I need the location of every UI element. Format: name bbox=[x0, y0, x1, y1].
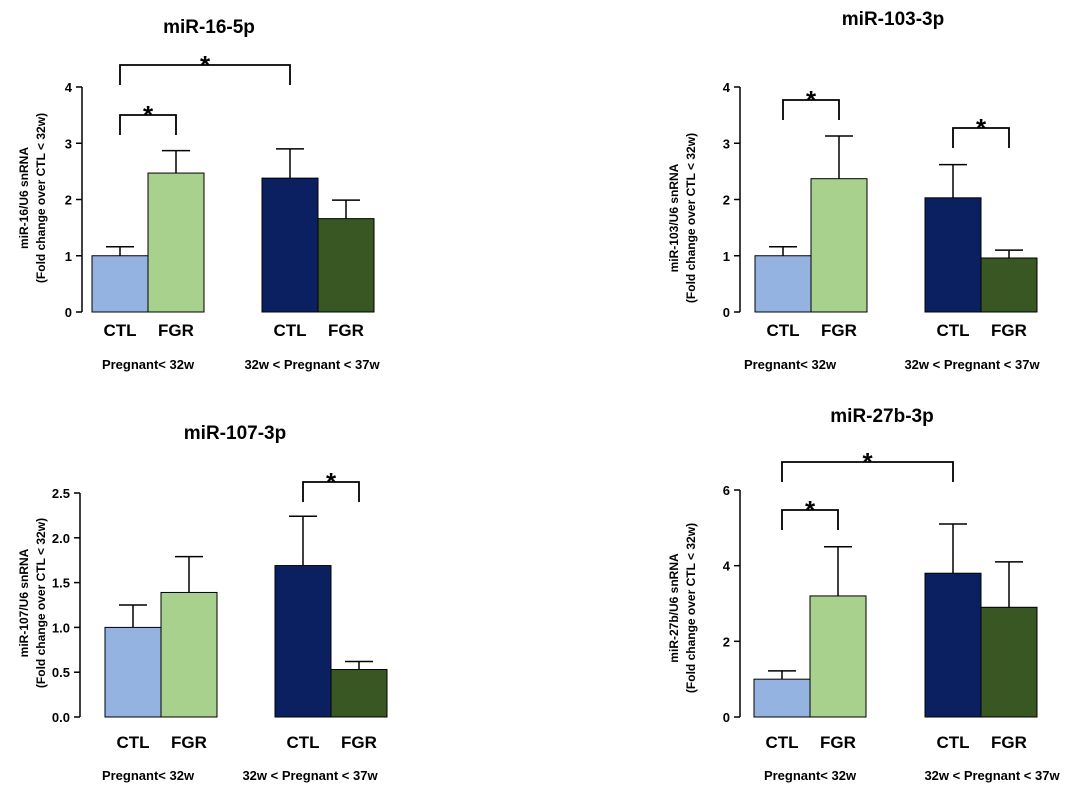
chart-panel-4: miR-27b-3p miR-27b/U6 snRNA (Fold change o… bbox=[667, 406, 1060, 783]
category-label: FGR bbox=[158, 321, 194, 340]
significance-star: * bbox=[805, 495, 816, 525]
category-label: FGR bbox=[171, 733, 207, 752]
bar-0 bbox=[753, 678, 811, 718]
category-label: CTL bbox=[286, 733, 319, 752]
category-label: CTL bbox=[936, 733, 969, 752]
category-label: FGR bbox=[341, 733, 377, 752]
bar-2 bbox=[924, 572, 982, 718]
group-label: Pregnant< 32w bbox=[102, 768, 195, 783]
bar-1 bbox=[809, 595, 867, 718]
y-axis-label-sub: (Fold change over CTL < 32w) bbox=[684, 133, 698, 303]
bar-1 bbox=[147, 172, 205, 313]
y-tick-label: 1.0 bbox=[52, 620, 70, 635]
significance-star: * bbox=[326, 467, 337, 497]
y-tick-label: 0 bbox=[723, 710, 730, 725]
category-label: FGR bbox=[991, 321, 1027, 340]
y-tick-label: 0 bbox=[65, 305, 72, 320]
y-tick-label: 0 bbox=[723, 305, 730, 320]
significance-bracket bbox=[302, 481, 360, 502]
significance-star: * bbox=[862, 447, 873, 477]
chart-panel-2: miR-103-3p miR-103/U6 snRNA (Fold change o… bbox=[667, 9, 1040, 372]
y-tick-label: 2.5 bbox=[52, 486, 70, 501]
chart-title: miR-103-3p bbox=[842, 9, 944, 30]
bar-1 bbox=[160, 591, 218, 718]
y-tick-label: 4 bbox=[723, 80, 731, 95]
bar-2 bbox=[274, 565, 332, 718]
y-tick-label: 2.0 bbox=[52, 531, 70, 546]
significance-star: * bbox=[200, 50, 211, 80]
y-tick-label: 1 bbox=[723, 249, 730, 264]
y-axis-label-sub: (Fold change over CTL < 32w) bbox=[34, 518, 48, 688]
category-label: CTL bbox=[766, 321, 799, 340]
category-label: FGR bbox=[821, 321, 857, 340]
category-label: FGR bbox=[991, 733, 1027, 752]
category-label: CTL bbox=[273, 321, 306, 340]
chart-panel-1: miR-16-5p miR-16/U6 snRNA (Fold change ove… bbox=[17, 17, 380, 372]
y-axis-label-sub: (Fold change over CTL < 32w) bbox=[684, 523, 698, 693]
group-label: 32w < Pregnant < 37w bbox=[924, 768, 1060, 783]
significance-bracket bbox=[952, 127, 1010, 148]
y-tick-label: 1.5 bbox=[52, 576, 70, 591]
y-tick-label: 0.5 bbox=[52, 665, 70, 680]
bar-3 bbox=[980, 606, 1038, 718]
group-label: 32w < Pregnant < 37w bbox=[244, 357, 380, 372]
category-label: CTL bbox=[765, 733, 798, 752]
y-tick-label: 3 bbox=[723, 136, 730, 151]
bar-3 bbox=[330, 669, 388, 718]
category-label: CTL bbox=[936, 321, 969, 340]
y-axis-label-sub: (Fold change over CTL < 32w) bbox=[34, 113, 48, 283]
y-tick-label: 0.0 bbox=[52, 710, 70, 725]
y-tick-label: 3 bbox=[65, 136, 72, 151]
bar-3 bbox=[317, 218, 375, 313]
category-label: CTL bbox=[103, 321, 136, 340]
y-axis-label: miR-16/U6 snRNA bbox=[17, 147, 31, 249]
group-label: Pregnant< 32w bbox=[764, 768, 857, 783]
bar-0 bbox=[104, 626, 162, 718]
category-label: FGR bbox=[328, 321, 364, 340]
chart-title: miR-16-5p bbox=[163, 17, 255, 38]
y-tick-label: 4 bbox=[65, 80, 73, 95]
y-tick-label: 4 bbox=[723, 559, 731, 574]
y-tick-label: 2 bbox=[723, 193, 730, 208]
group-label: 32w < Pregnant < 37w bbox=[904, 357, 1040, 372]
y-tick-label: 6 bbox=[723, 483, 730, 498]
bar-0 bbox=[91, 255, 149, 313]
group-label: Pregnant< 32w bbox=[102, 357, 195, 372]
significance-bracket bbox=[119, 64, 291, 85]
group-label: Pregnant< 32w bbox=[744, 357, 837, 372]
category-label: FGR bbox=[820, 733, 856, 752]
significance-bracket bbox=[781, 509, 839, 530]
significance-star: * bbox=[143, 100, 154, 130]
y-axis-label: miR-27b/U6 snRNA bbox=[667, 553, 681, 663]
y-tick-label: 2 bbox=[723, 634, 730, 649]
chart-title: miR-107-3p bbox=[184, 423, 286, 444]
chart-panel-3: miR-107-3p miR-107/U6 snRNA (Fold change o… bbox=[17, 423, 388, 783]
bar-2 bbox=[261, 177, 319, 313]
significance-star: * bbox=[976, 113, 987, 143]
significance-bracket bbox=[781, 461, 954, 482]
significance-bracket bbox=[782, 99, 840, 120]
bar-2 bbox=[924, 197, 982, 313]
y-axis-label: miR-103/U6 snRNA bbox=[667, 163, 681, 272]
bar-3 bbox=[980, 257, 1038, 313]
group-label: 32w < Pregnant < 37w bbox=[242, 768, 378, 783]
y-tick-label: 1 bbox=[65, 249, 72, 264]
significance-star: * bbox=[806, 85, 817, 115]
category-label: CTL bbox=[116, 733, 149, 752]
y-axis-label: miR-107/U6 snRNA bbox=[17, 548, 31, 657]
significance-bracket bbox=[119, 114, 177, 135]
bar-0 bbox=[754, 255, 812, 313]
y-tick-label: 2 bbox=[65, 193, 72, 208]
chart-title: miR-27b-3p bbox=[830, 406, 933, 427]
bar-1 bbox=[810, 178, 868, 313]
